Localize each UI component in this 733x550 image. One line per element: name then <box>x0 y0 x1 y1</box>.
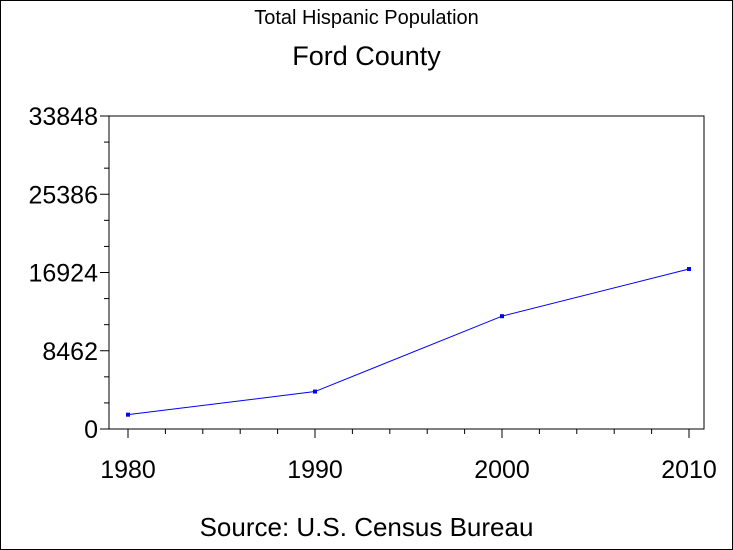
plot-area <box>108 115 705 430</box>
y-tick-label: 33848 <box>28 103 98 131</box>
data-point <box>687 267 691 272</box>
x-tick-label: 2000 <box>474 456 530 484</box>
y-tick-label: 8462 <box>42 338 98 366</box>
y-tick-label: 16924 <box>28 260 98 288</box>
data-point <box>313 389 317 394</box>
chart-source: Source: U.S. Census Bureau <box>199 512 534 542</box>
x-tick-label: 2010 <box>661 456 717 484</box>
x-tick-label: 1990 <box>287 456 343 484</box>
chart-title: Total Hispanic Population <box>254 7 479 29</box>
y-tick-label: 0 <box>84 416 98 444</box>
data-point <box>500 314 504 319</box>
x-tick-label: 1980 <box>100 456 156 484</box>
chart-subtitle: Ford County <box>292 41 441 71</box>
data-point <box>126 412 130 417</box>
series-line <box>127 268 690 416</box>
y-tick-label: 25386 <box>28 181 98 209</box>
